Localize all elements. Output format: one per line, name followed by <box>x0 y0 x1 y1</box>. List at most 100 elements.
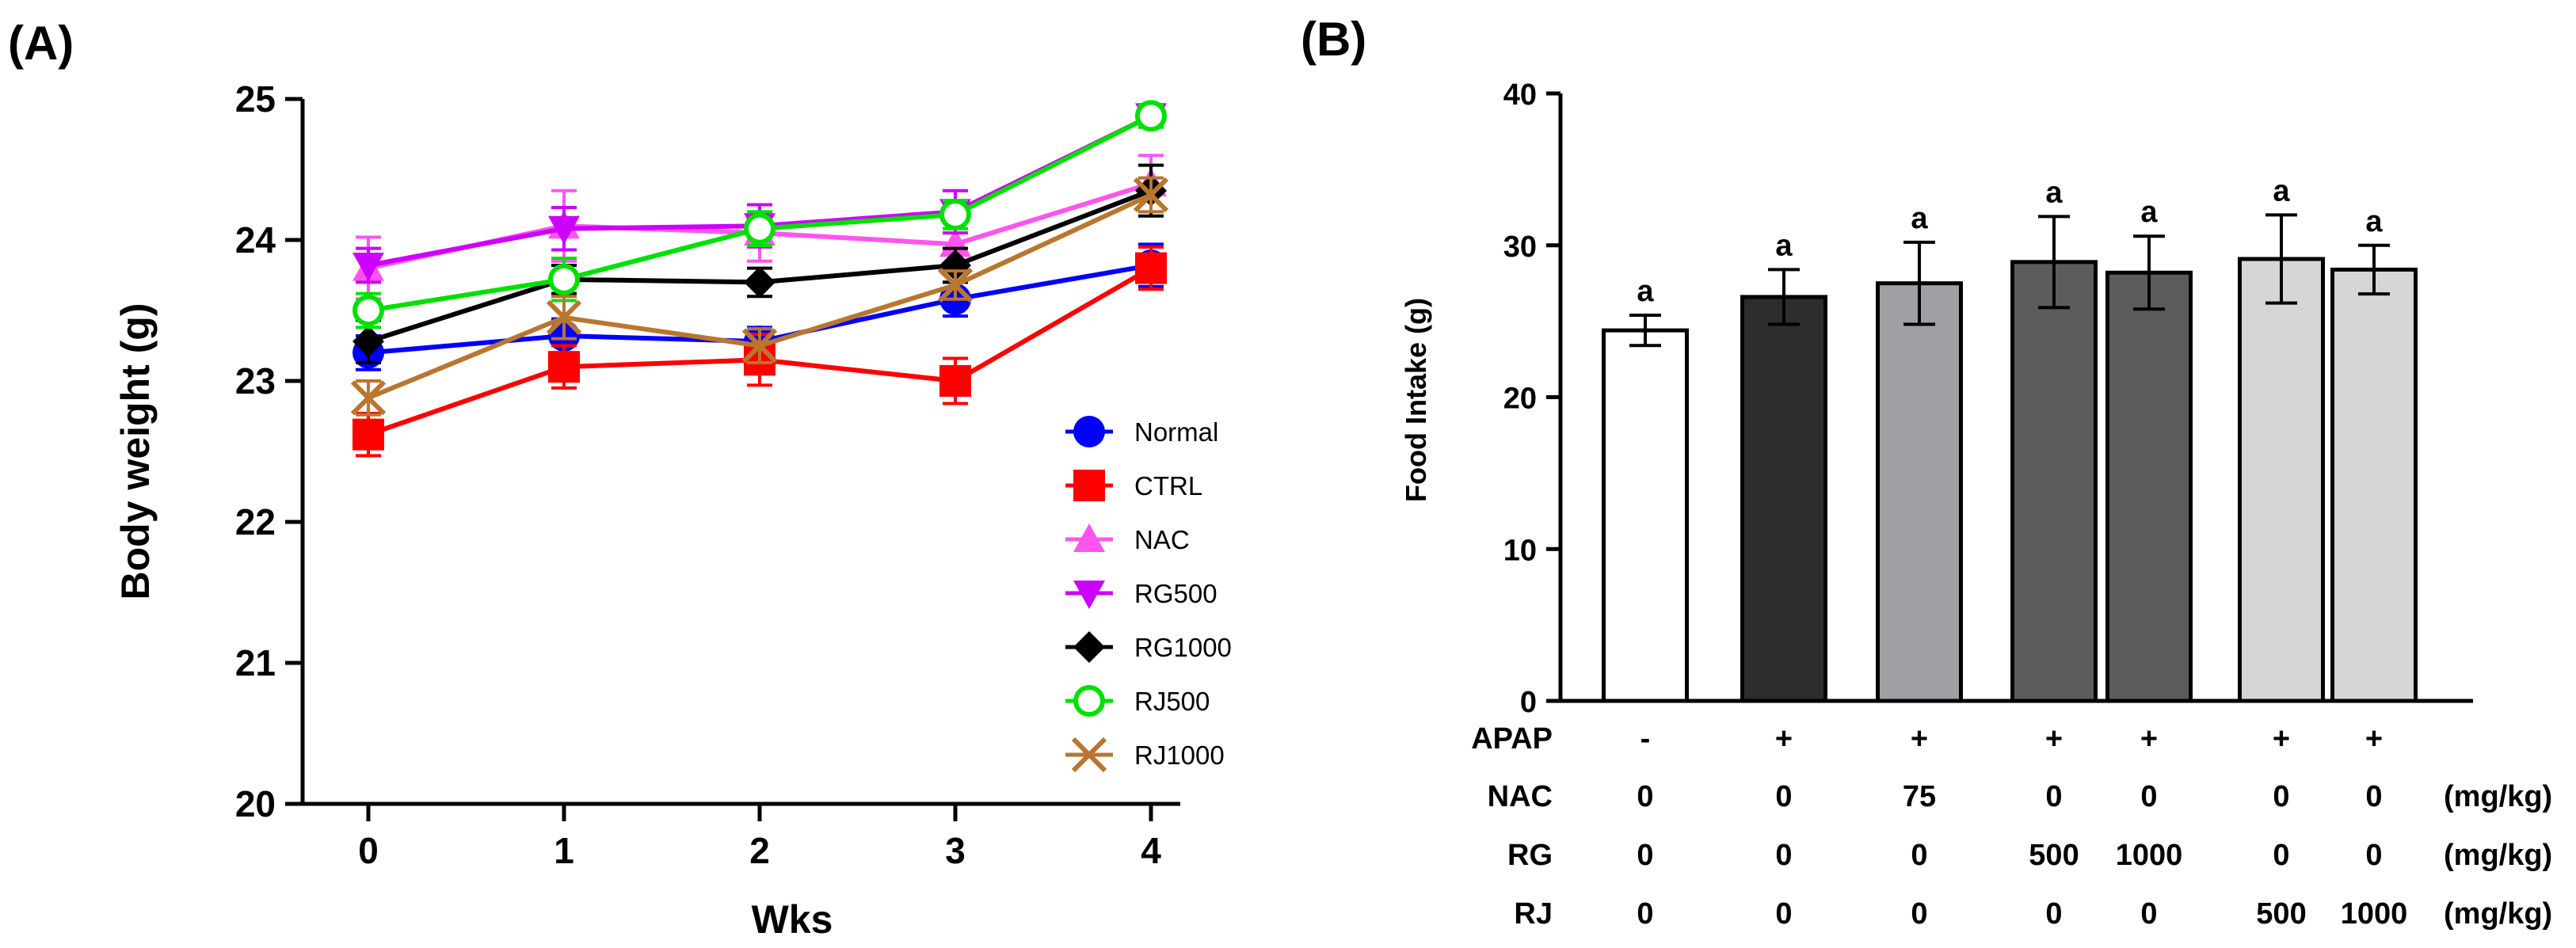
table-unit: (mg/kg) <box>2444 780 2552 813</box>
b-axis-ticks: 0 10 20 30 40 <box>1503 78 1560 719</box>
bar-3 <box>1876 281 1963 703</box>
b-bars-group: a a a a a a a <box>1602 174 2418 703</box>
data-point-ctrl <box>548 351 580 383</box>
table-cell: + <box>2365 722 2383 756</box>
table-cell: - <box>1640 722 1651 756</box>
table-unit: (mg/kg) <box>2444 839 2552 872</box>
a-y-tick-label: 24 <box>235 219 276 261</box>
data-point-rj1000 <box>741 328 778 364</box>
legend-marker-stroke <box>1071 737 1107 773</box>
bar-5 <box>2105 270 2193 703</box>
legend: Normal CTRL NAC RG500 RG1000 RJ500 RJ1000 <box>1065 416 1232 773</box>
bar-2 <box>1740 295 1827 703</box>
table-cell: 1000 <box>2341 897 2408 931</box>
significance-label: a <box>2140 196 2158 229</box>
data-point-ctrl <box>352 418 384 451</box>
legend-marker <box>1073 523 1105 552</box>
table-cell: 500 <box>2256 897 2306 931</box>
data-point-rg500 <box>548 215 580 245</box>
table-cell: 0 <box>1775 780 1792 813</box>
legend-entry-rg500: RG500 <box>1065 579 1218 609</box>
table-cell: + <box>1775 722 1793 756</box>
table-cell: + <box>1911 722 1928 756</box>
data-point-rj1000 <box>937 267 974 303</box>
legend-entry-normal: Normal <box>1065 416 1218 447</box>
significance-label: a <box>1637 275 1654 308</box>
a-y-tick-label: 22 <box>235 501 276 543</box>
data-point-rj1000-stroke <box>1133 177 1169 213</box>
table-cell: 75 <box>1903 780 1936 813</box>
table-row-label: RJ <box>1514 897 1553 931</box>
b-y-tick-label: 40 <box>1503 78 1537 112</box>
data-point-rj500 <box>1135 100 1167 132</box>
data-point-rj1000-stroke <box>741 328 778 364</box>
a-series-group <box>350 100 1169 458</box>
table-cell: 0 <box>1637 839 1653 872</box>
legend-entry-rj1000: RJ1000 <box>1065 737 1225 773</box>
a-x-tick-label: 0 <box>358 830 379 871</box>
legend-marker <box>1073 416 1105 447</box>
data-point-rj500 <box>939 198 971 230</box>
significance-label: a <box>2273 174 2290 207</box>
table-cell: 0 <box>2273 780 2289 813</box>
data-point-rg1000 <box>744 266 775 299</box>
b-y-tick-label: 0 <box>1520 686 1537 719</box>
table-cell: 0 <box>2365 780 2382 813</box>
data-point-rg1000 <box>352 326 384 358</box>
data-point-rj500 <box>352 295 384 326</box>
bar-4 <box>2010 260 2098 703</box>
significance-label: a <box>1775 229 1793 262</box>
legend-label: RJ1000 <box>1134 741 1225 770</box>
a-y-axis-label: Body weight (g) <box>113 303 158 600</box>
treatment-table: APAP - + + + + + + NAC 0 0 75 0 0 0 0 (mg/kg) RG 0 0 0 500 100… <box>1471 722 2552 931</box>
data-point-rj1000-stroke <box>546 299 582 336</box>
a-y-tick-label: 25 <box>235 78 276 120</box>
table-cell: 0 <box>2140 897 2157 931</box>
data-point-rg500 <box>352 253 384 282</box>
significance-label: a <box>2365 205 2383 238</box>
data-point-rj1000-stroke <box>350 380 387 416</box>
legend-label: CTRL <box>1134 471 1202 501</box>
legend-marker <box>1073 581 1105 609</box>
table-cell: 0 <box>1911 897 1927 931</box>
panel-b-label: (B) <box>1301 13 1366 66</box>
table-cell: + <box>2045 722 2063 756</box>
significance-label: a <box>2045 176 2063 209</box>
a-x-tick-label: 3 <box>945 830 966 871</box>
data-point-rj1000 <box>546 299 582 336</box>
data-point-rj500 <box>548 263 580 295</box>
table-unit: (mg/kg) <box>2444 897 2552 931</box>
table-cell: 0 <box>2045 897 2062 931</box>
bar-6 <box>2238 257 2325 703</box>
data-point-rj1000-stroke <box>937 267 974 303</box>
table-cell: 0 <box>1911 839 1927 872</box>
table-cell: 0 <box>2140 780 2157 813</box>
bar-1 <box>1602 328 1689 703</box>
table-cell: 0 <box>2045 780 2062 813</box>
legend-entry-rj500: RJ500 <box>1065 685 1210 717</box>
table-cell: + <box>2273 722 2290 756</box>
legend-label: Normal <box>1134 417 1218 447</box>
b-y-axis-label: Food Intake (g) <box>1400 298 1432 502</box>
table-cell: 0 <box>2365 839 2382 872</box>
data-point-ctrl <box>939 365 971 397</box>
table-cell: 0 <box>1775 839 1792 872</box>
table-row-label: NAC <box>1488 780 1553 813</box>
legend-label: RG1000 <box>1134 633 1232 662</box>
legend-marker <box>1073 685 1105 717</box>
table-cell: 0 <box>1637 897 1653 931</box>
data-point-rj500 <box>744 212 775 245</box>
a-x-axis-label: Wks <box>752 897 833 942</box>
legend-entry-ctrl: CTRL <box>1065 470 1202 501</box>
table-cell: 0 <box>2273 839 2289 872</box>
panel-a-label: (A) <box>8 17 74 70</box>
table-cell: 0 <box>1775 897 1792 931</box>
legend-marker <box>1073 631 1105 663</box>
legend-marker <box>1073 470 1105 501</box>
data-point-rg1000 <box>939 249 971 282</box>
data-point-rj1000 <box>1133 177 1169 213</box>
b-y-tick-label: 10 <box>1503 534 1537 567</box>
